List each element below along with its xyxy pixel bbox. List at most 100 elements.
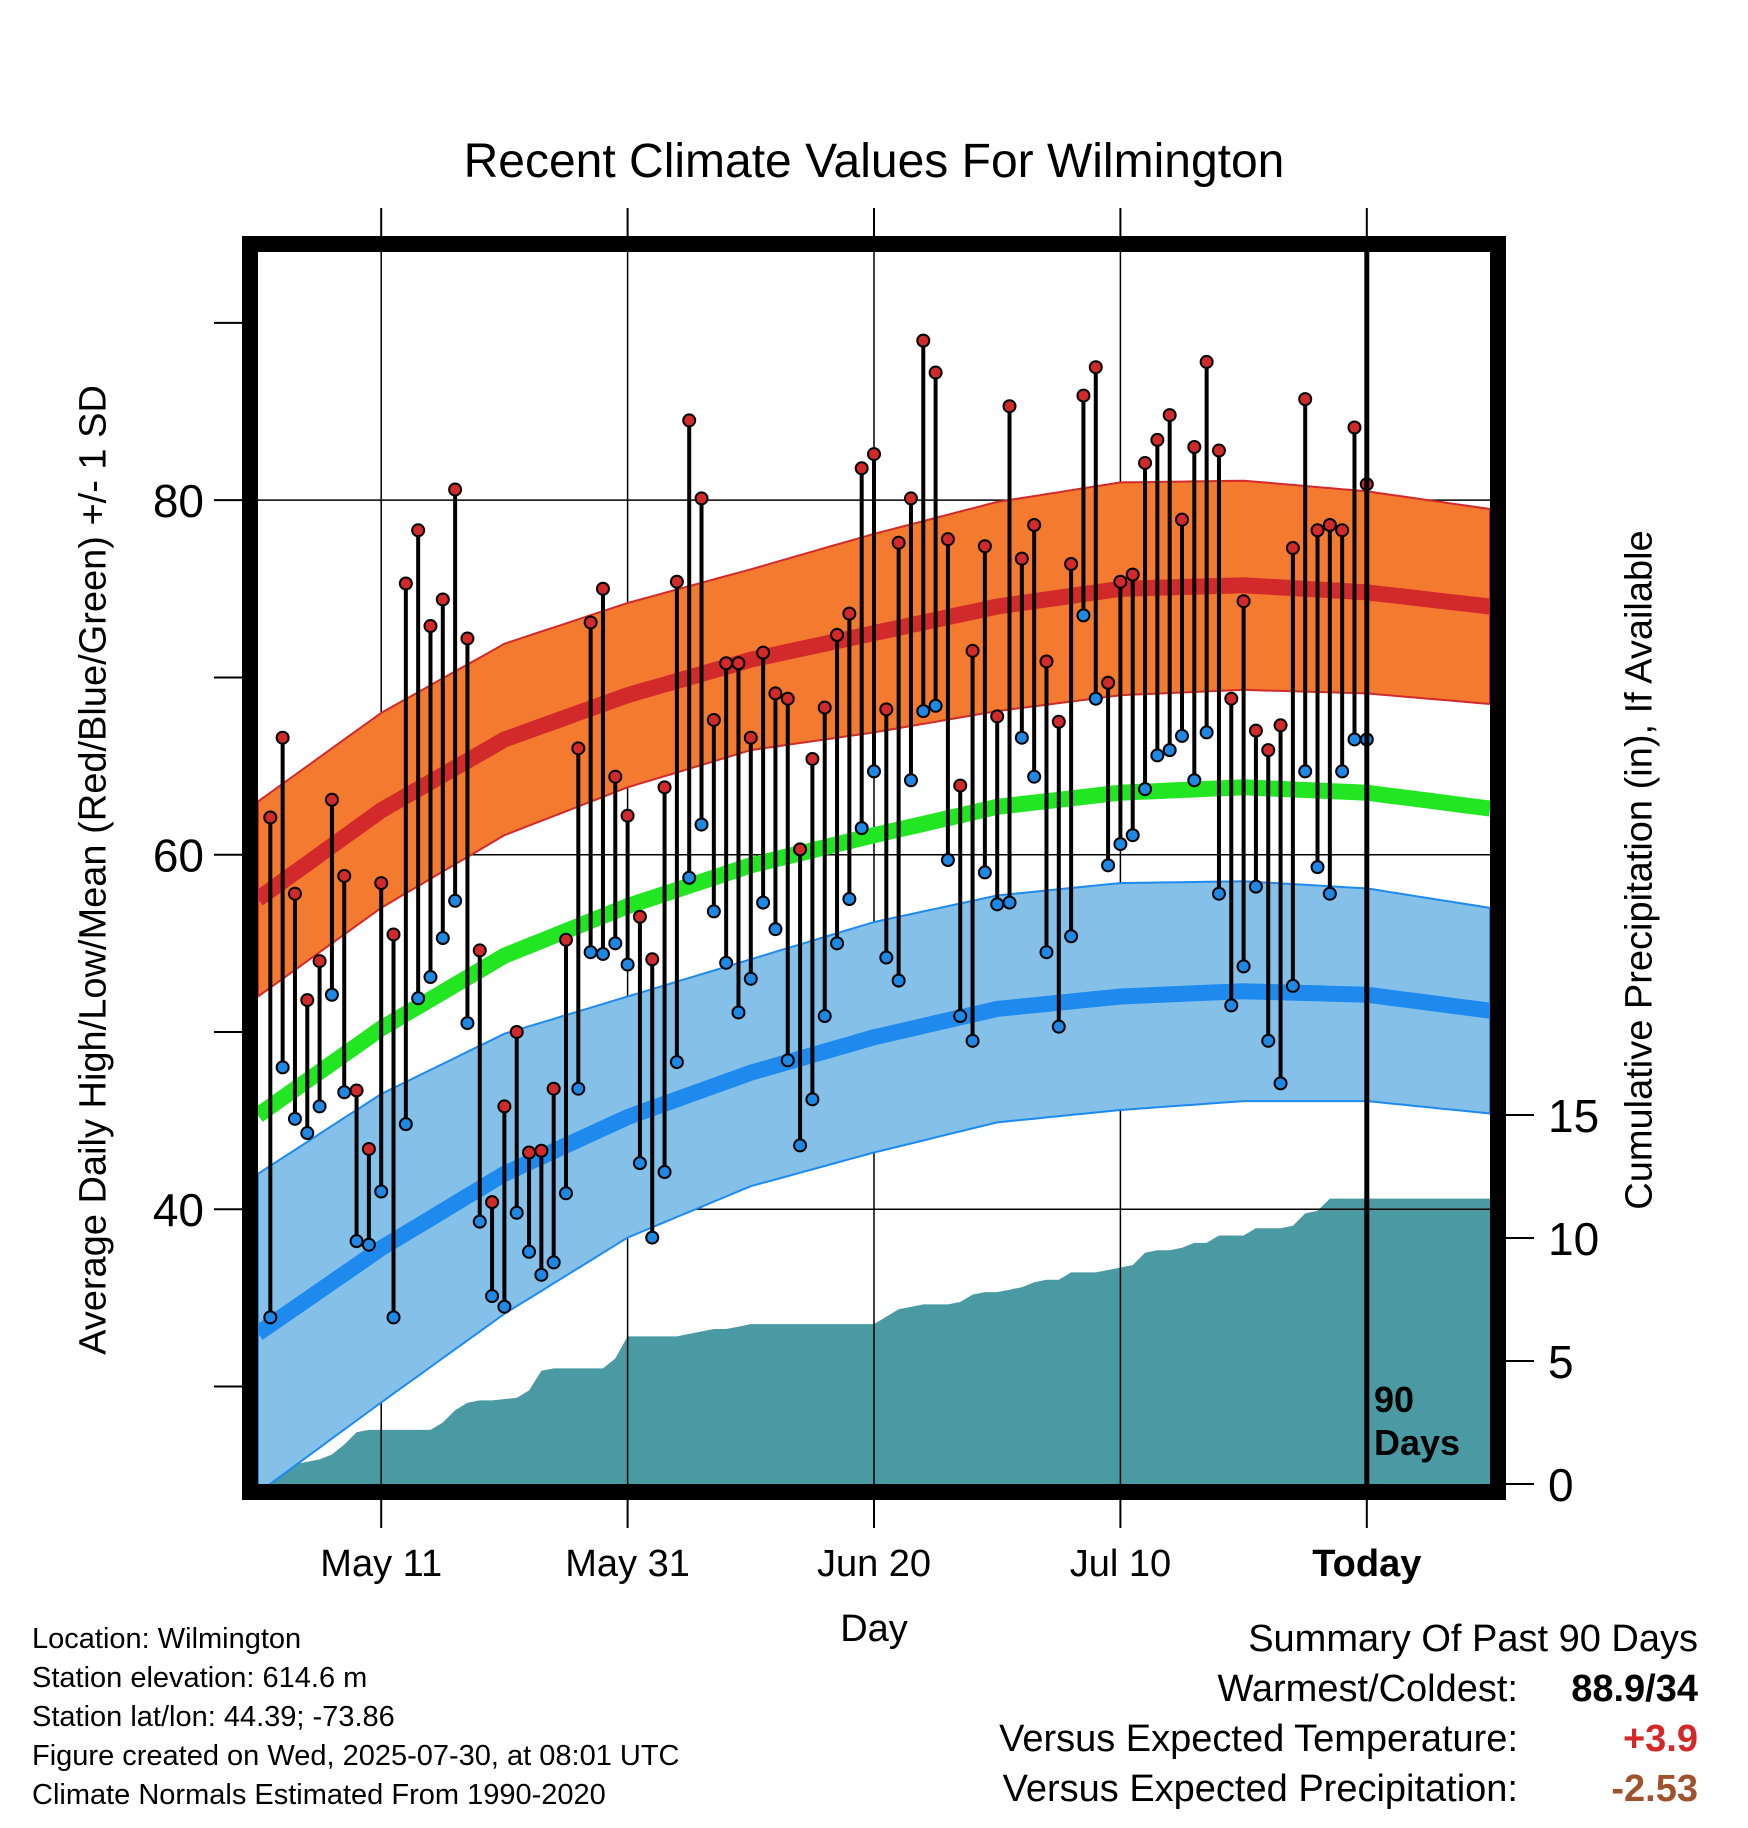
daily-high-point <box>1273 718 1288 733</box>
daily-high-point <box>879 702 894 717</box>
daily-low-point <box>928 698 943 713</box>
daily-low-point <box>361 1237 376 1252</box>
daily-low-point <box>940 853 955 868</box>
daily-low-point <box>1322 886 1337 901</box>
daily-high-point <box>817 700 832 715</box>
daily-low-point <box>916 704 931 719</box>
daily-high-point <box>842 606 857 621</box>
daily-high-point <box>620 808 635 823</box>
daily-low-point <box>830 936 845 951</box>
daily-low-point <box>460 1016 475 1031</box>
daily-high-point <box>1187 439 1202 454</box>
created-text: Figure created on Wed, 2025-07-30, at 08… <box>32 1740 680 1772</box>
daily-low-point <box>1150 748 1165 763</box>
daily-high-point <box>940 532 955 547</box>
daily-high-point <box>534 1143 549 1158</box>
daily-low-point <box>1002 895 1017 910</box>
daily-high-point <box>263 810 278 825</box>
y-tick-label: 80 <box>153 475 204 527</box>
daily-low-point <box>1261 1033 1276 1048</box>
y2-tick-label: 0 <box>1548 1459 1574 1511</box>
daily-low-point <box>694 817 709 832</box>
daily-high-point <box>312 954 327 969</box>
daily-high-point <box>1039 654 1054 669</box>
avg-normal-line <box>258 779 1490 1122</box>
daily-high-point <box>1248 723 1263 738</box>
daily-high-point <box>682 413 697 428</box>
daily-high-point <box>559 932 573 947</box>
daily-high-point <box>891 535 906 550</box>
low-normal-line <box>258 983 1490 1340</box>
daily-low-point <box>1101 858 1116 873</box>
daily-low-point <box>1224 998 1239 1013</box>
daily-high-point <box>669 574 684 589</box>
daily-low-point <box>497 1299 512 1314</box>
daily-high-point <box>1113 574 1128 589</box>
daily-high-point <box>583 615 598 630</box>
daily-high-point <box>632 909 647 924</box>
y-tick-label: 60 <box>153 830 204 882</box>
daily-high-point <box>990 709 1005 724</box>
daily-high-point <box>1335 523 1350 538</box>
period-label: 90 Days <box>1374 1379 1461 1463</box>
daily-high-point <box>1051 714 1066 729</box>
daily-low-point <box>608 936 623 951</box>
daily-low-point <box>559 1186 573 1201</box>
daily-high-point <box>608 769 623 784</box>
daily-high-point <box>522 1145 537 1160</box>
daily-high-point <box>1002 399 1017 414</box>
summary-panel: Summary Of Past 90 Days Warmest/Coldest:… <box>898 1614 1698 1814</box>
daily-low-point <box>657 1165 672 1180</box>
daily-low-point <box>423 970 438 985</box>
daily-high-point <box>1101 675 1116 690</box>
daily-low-point <box>1125 828 1140 843</box>
daily-high-point <box>1224 691 1239 706</box>
daily-low-point <box>854 821 869 836</box>
y-axis-label-right: Cumulative Precipitation (in), If Availa… <box>1618 530 1661 1210</box>
daily-high-point <box>916 333 931 348</box>
daily-high-point <box>1014 551 1029 566</box>
daily-high-point <box>509 1024 524 1039</box>
temp-value: +3.9 <box>1622 1718 1698 1760</box>
daily-low-point <box>275 1060 290 1075</box>
daily-low-point <box>534 1267 549 1282</box>
daily-high-point <box>793 842 808 857</box>
warmest-label: Warmest/Coldest: <box>1217 1668 1518 1710</box>
daily-low-point <box>632 1156 647 1171</box>
daily-high-point <box>423 619 438 634</box>
daily-high-point <box>1285 541 1300 556</box>
latlon-text: Station lat/lon: 44.39; -73.86 <box>32 1701 395 1733</box>
daily-high-point <box>1138 455 1153 470</box>
daily-low-point <box>706 904 721 919</box>
daily-high-point <box>300 993 315 1008</box>
daily-high-point <box>731 656 746 671</box>
daily-high-point <box>485 1195 500 1210</box>
daily-high-point <box>1088 360 1103 375</box>
summary-temp-row: Versus Expected Temperature: +3.9 <box>898 1714 1698 1764</box>
daily-low-point <box>1064 929 1079 944</box>
chart-title: Recent Climate Values For Wilmington <box>463 135 1285 188</box>
daily-high-point <box>497 1099 512 1114</box>
station-info: Location: Wilmington Station elevation: … <box>32 1620 680 1815</box>
daily-low-point <box>1113 837 1128 852</box>
daily-low-point <box>571 1081 586 1096</box>
daily-high-point <box>1199 354 1214 369</box>
daily-low-point <box>546 1255 561 1270</box>
daily-high-point <box>1322 517 1337 532</box>
daily-low-point <box>411 991 426 1006</box>
daily-low-point <box>1273 1076 1288 1091</box>
daily-low-point <box>990 897 1005 912</box>
daily-high-point <box>1150 432 1165 447</box>
y2-tick-label: 10 <box>1548 1213 1599 1265</box>
daily-low-point <box>719 955 734 970</box>
y-axis-label-left: Average Daily High/Low/Mean (Red/Blue/Gr… <box>72 385 115 1355</box>
daily-low-point <box>1298 764 1313 779</box>
daily-high-point <box>903 491 918 506</box>
daily-high-point <box>1064 556 1079 571</box>
daily-low-point <box>768 922 783 937</box>
summary-heading: Summary Of Past 90 Days <box>1248 1618 1698 1660</box>
daily-low-point <box>435 931 450 946</box>
daily-high-point <box>719 656 734 671</box>
daily-low-point <box>1285 978 1300 993</box>
daily-high-point <box>928 365 943 380</box>
